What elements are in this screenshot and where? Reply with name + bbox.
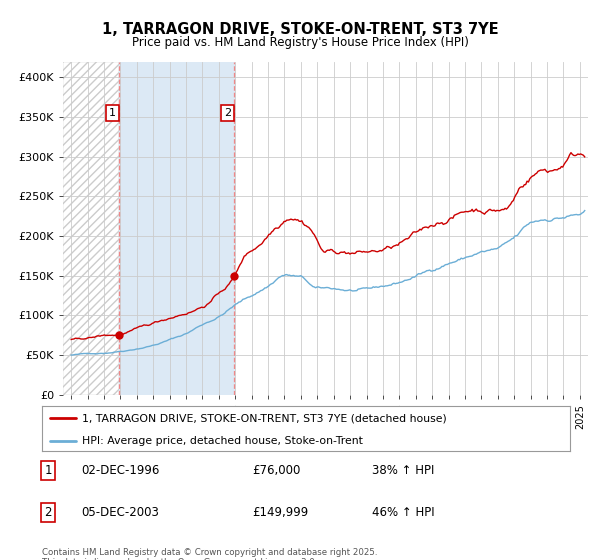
Text: 1, TARRAGON DRIVE, STOKE-ON-TRENT, ST3 7YE (detached house): 1, TARRAGON DRIVE, STOKE-ON-TRENT, ST3 7… bbox=[82, 413, 446, 423]
Text: 38% ↑ HPI: 38% ↑ HPI bbox=[372, 464, 434, 477]
Text: 1, TARRAGON DRIVE, STOKE-ON-TRENT, ST3 7YE: 1, TARRAGON DRIVE, STOKE-ON-TRENT, ST3 7… bbox=[101, 22, 499, 38]
Bar bbox=[63, 62, 119, 395]
Bar bbox=[119, 62, 234, 395]
Text: 1: 1 bbox=[44, 464, 52, 477]
Text: 46% ↑ HPI: 46% ↑ HPI bbox=[372, 506, 434, 519]
Text: 02-DEC-1996: 02-DEC-1996 bbox=[81, 464, 160, 477]
Text: 2: 2 bbox=[44, 506, 52, 519]
Text: Price paid vs. HM Land Registry's House Price Index (HPI): Price paid vs. HM Land Registry's House … bbox=[131, 36, 469, 49]
Text: Contains HM Land Registry data © Crown copyright and database right 2025.
This d: Contains HM Land Registry data © Crown c… bbox=[42, 548, 377, 560]
Text: 05-DEC-2003: 05-DEC-2003 bbox=[81, 506, 159, 519]
Text: HPI: Average price, detached house, Stoke-on-Trent: HPI: Average price, detached house, Stok… bbox=[82, 436, 362, 446]
Text: £149,999: £149,999 bbox=[252, 506, 308, 519]
Text: 2: 2 bbox=[224, 108, 231, 118]
Text: £76,000: £76,000 bbox=[252, 464, 301, 477]
Bar bbox=[63, 62, 119, 395]
Text: 1: 1 bbox=[109, 108, 116, 118]
